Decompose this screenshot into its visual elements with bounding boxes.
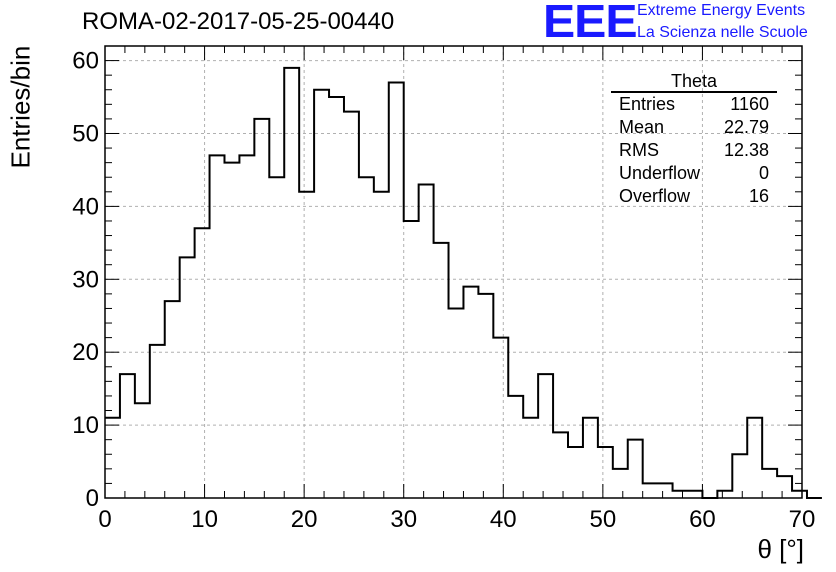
logo-line-1: Extreme Energy Events bbox=[637, 2, 806, 19]
x-tick-label: 0 bbox=[98, 506, 111, 533]
y-tick-label: 60 bbox=[72, 48, 99, 75]
stats-value: 12.38 bbox=[723, 140, 769, 160]
stats-value: 22.79 bbox=[723, 117, 769, 137]
stats-row-underflow: Underflow 0 bbox=[611, 162, 777, 185]
stats-label: RMS bbox=[619, 140, 659, 160]
x-tick-label: 10 bbox=[191, 506, 218, 533]
stats-row-entries: Entries 1160 bbox=[611, 93, 777, 116]
y-tick-label: 30 bbox=[72, 266, 99, 293]
y-tick-label: 0 bbox=[86, 485, 99, 512]
chart-title: ROMA-02-2017-05-25-00440 bbox=[82, 8, 395, 35]
stats-value: 0 bbox=[758, 163, 769, 183]
eee-logo: EEE bbox=[543, 0, 638, 47]
stats-row-rms: RMS 12.38 bbox=[611, 139, 777, 162]
logo-line-2: La Scienza nelle Scuole bbox=[637, 24, 808, 41]
stats-box: Theta Entries 1160 Mean 22.79 RMS 12.38 … bbox=[611, 71, 777, 208]
y-tick-label: 40 bbox=[72, 193, 99, 220]
histogram-line bbox=[105, 66, 822, 499]
y-tick-label: 50 bbox=[72, 120, 99, 147]
x-tick-label: 70 bbox=[789, 506, 816, 533]
x-tick-label: 50 bbox=[590, 506, 617, 533]
stats-row-overflow: Overflow 16 bbox=[611, 185, 777, 208]
stats-value: 16 bbox=[748, 186, 769, 206]
stats-value: 1160 bbox=[730, 94, 769, 114]
y-tick-label: 10 bbox=[72, 412, 99, 439]
y-axis-label: Entries/bin bbox=[5, 45, 36, 169]
x-tick-label: 60 bbox=[689, 506, 716, 533]
stats-title: Theta bbox=[611, 71, 777, 93]
x-tick-label: 20 bbox=[291, 506, 318, 533]
stats-label: Mean bbox=[619, 117, 665, 137]
stats-label: Underflow bbox=[619, 163, 701, 183]
stats-label: Overflow bbox=[619, 186, 691, 206]
y-tick-label: 20 bbox=[72, 339, 99, 366]
x-tick-label: 30 bbox=[390, 506, 417, 533]
stats-label: Entries bbox=[619, 94, 676, 114]
x-axis-label: θ [°] bbox=[757, 534, 804, 564]
plot-frame bbox=[104, 45, 803, 499]
x-tick-label: 40 bbox=[490, 506, 517, 533]
stats-row-mean: Mean 22.79 bbox=[611, 116, 777, 139]
